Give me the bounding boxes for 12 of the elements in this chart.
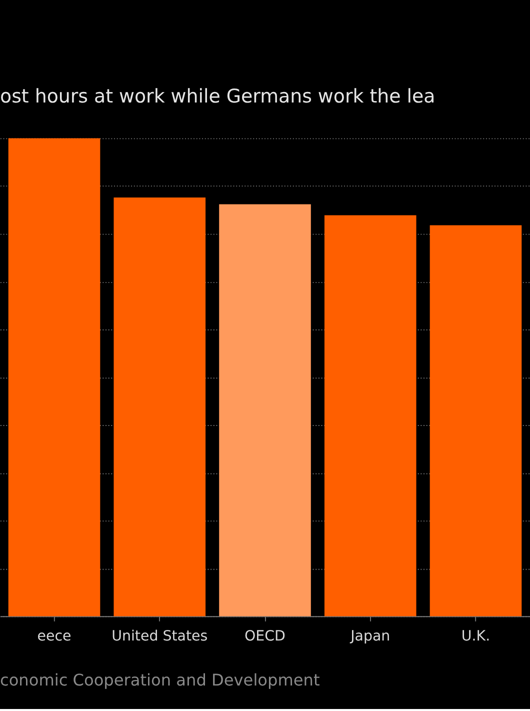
bar: [430, 225, 522, 616]
x-tick-label: United States: [112, 628, 208, 644]
bar: [219, 204, 311, 616]
chart-title: ost hours at work while Germans work the lea: [0, 85, 436, 108]
bar: [8, 138, 100, 616]
bar: [324, 215, 416, 616]
x-tick-label: OECD: [244, 628, 286, 644]
text: conomic Cooperation and Development: [0, 670, 320, 690]
x-tick-label: eece: [37, 628, 72, 644]
x-tick-label: Japan: [350, 628, 390, 644]
bar: [114, 198, 206, 616]
x-tick-label: U.K.: [461, 628, 490, 644]
